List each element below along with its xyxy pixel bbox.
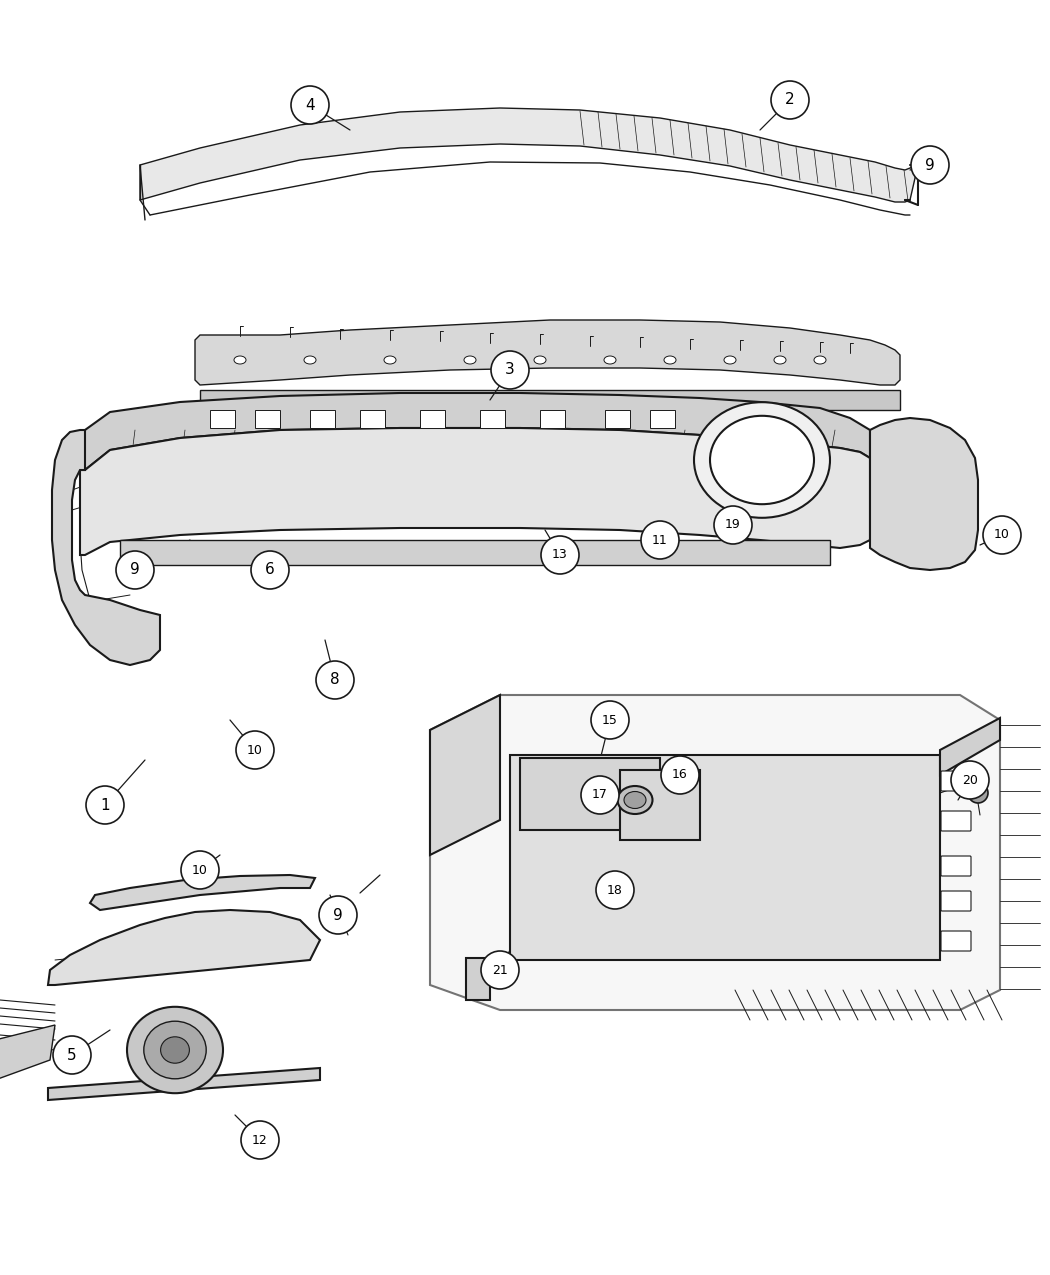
Polygon shape (430, 695, 1000, 1010)
Circle shape (968, 783, 988, 803)
Polygon shape (310, 411, 335, 428)
Ellipse shape (144, 1021, 206, 1079)
Text: 10: 10 (247, 743, 262, 756)
Circle shape (336, 909, 354, 927)
Text: 20: 20 (962, 774, 978, 787)
Ellipse shape (617, 785, 652, 813)
Circle shape (951, 761, 989, 799)
Polygon shape (200, 390, 900, 411)
Circle shape (236, 731, 274, 769)
Circle shape (52, 1037, 91, 1074)
Ellipse shape (304, 356, 316, 363)
Circle shape (491, 351, 529, 389)
Circle shape (86, 785, 124, 824)
FancyBboxPatch shape (941, 856, 971, 876)
Polygon shape (90, 875, 315, 910)
Text: 2: 2 (785, 93, 795, 107)
Polygon shape (520, 759, 660, 830)
Polygon shape (210, 411, 235, 428)
Ellipse shape (814, 356, 826, 363)
Circle shape (251, 551, 289, 589)
Polygon shape (255, 411, 280, 428)
Text: 15: 15 (602, 714, 618, 727)
Polygon shape (120, 541, 830, 565)
Polygon shape (140, 108, 918, 201)
Text: 18: 18 (607, 884, 623, 896)
Circle shape (481, 951, 519, 989)
FancyBboxPatch shape (941, 931, 971, 951)
Circle shape (662, 756, 699, 794)
Polygon shape (0, 1025, 55, 1080)
Circle shape (596, 871, 634, 909)
Text: 17: 17 (592, 788, 608, 802)
Polygon shape (52, 430, 160, 666)
Text: 12: 12 (252, 1133, 268, 1146)
Text: 10: 10 (192, 863, 208, 876)
Polygon shape (510, 755, 940, 960)
Text: 6: 6 (265, 562, 275, 578)
Text: 11: 11 (652, 533, 668, 547)
Ellipse shape (161, 1037, 189, 1063)
Circle shape (911, 147, 949, 184)
Polygon shape (48, 910, 320, 986)
Polygon shape (480, 411, 505, 428)
Circle shape (541, 536, 579, 574)
Ellipse shape (710, 416, 814, 504)
Circle shape (116, 551, 154, 589)
Polygon shape (420, 411, 445, 428)
Text: 3: 3 (505, 362, 514, 377)
Text: 16: 16 (672, 769, 688, 782)
Circle shape (771, 82, 808, 119)
Polygon shape (195, 320, 900, 385)
Polygon shape (48, 1068, 320, 1100)
Circle shape (242, 1121, 279, 1159)
Ellipse shape (464, 356, 476, 363)
Ellipse shape (724, 356, 736, 363)
Polygon shape (620, 770, 700, 840)
Circle shape (319, 896, 357, 935)
Polygon shape (940, 718, 1000, 775)
Polygon shape (870, 418, 978, 570)
Polygon shape (650, 411, 675, 428)
Circle shape (316, 660, 354, 699)
Text: 5: 5 (67, 1048, 77, 1062)
Ellipse shape (234, 356, 246, 363)
Polygon shape (540, 411, 565, 428)
Ellipse shape (694, 402, 830, 518)
Circle shape (581, 776, 620, 813)
Circle shape (983, 516, 1021, 555)
Text: 9: 9 (130, 562, 140, 578)
FancyBboxPatch shape (941, 811, 971, 831)
Polygon shape (80, 393, 870, 470)
Text: 10: 10 (994, 529, 1010, 542)
Ellipse shape (774, 356, 786, 363)
Ellipse shape (127, 1007, 223, 1093)
Text: 9: 9 (925, 158, 934, 172)
Text: 21: 21 (492, 964, 508, 977)
Text: 4: 4 (306, 97, 315, 112)
FancyBboxPatch shape (941, 771, 971, 790)
Polygon shape (360, 411, 385, 428)
Polygon shape (430, 695, 500, 856)
Circle shape (591, 701, 629, 739)
FancyBboxPatch shape (941, 891, 971, 912)
Circle shape (640, 521, 679, 558)
Text: 13: 13 (552, 548, 568, 561)
Polygon shape (80, 428, 870, 555)
Text: 1: 1 (100, 797, 110, 812)
Ellipse shape (534, 356, 546, 363)
Text: 19: 19 (726, 519, 741, 532)
Text: 9: 9 (333, 908, 343, 923)
Circle shape (714, 506, 752, 544)
Ellipse shape (604, 356, 616, 363)
Ellipse shape (624, 792, 646, 808)
Ellipse shape (664, 356, 676, 363)
Text: 8: 8 (330, 672, 340, 687)
Circle shape (291, 85, 329, 124)
Polygon shape (605, 411, 630, 428)
Polygon shape (466, 958, 490, 1000)
Circle shape (181, 850, 219, 889)
Ellipse shape (384, 356, 396, 363)
